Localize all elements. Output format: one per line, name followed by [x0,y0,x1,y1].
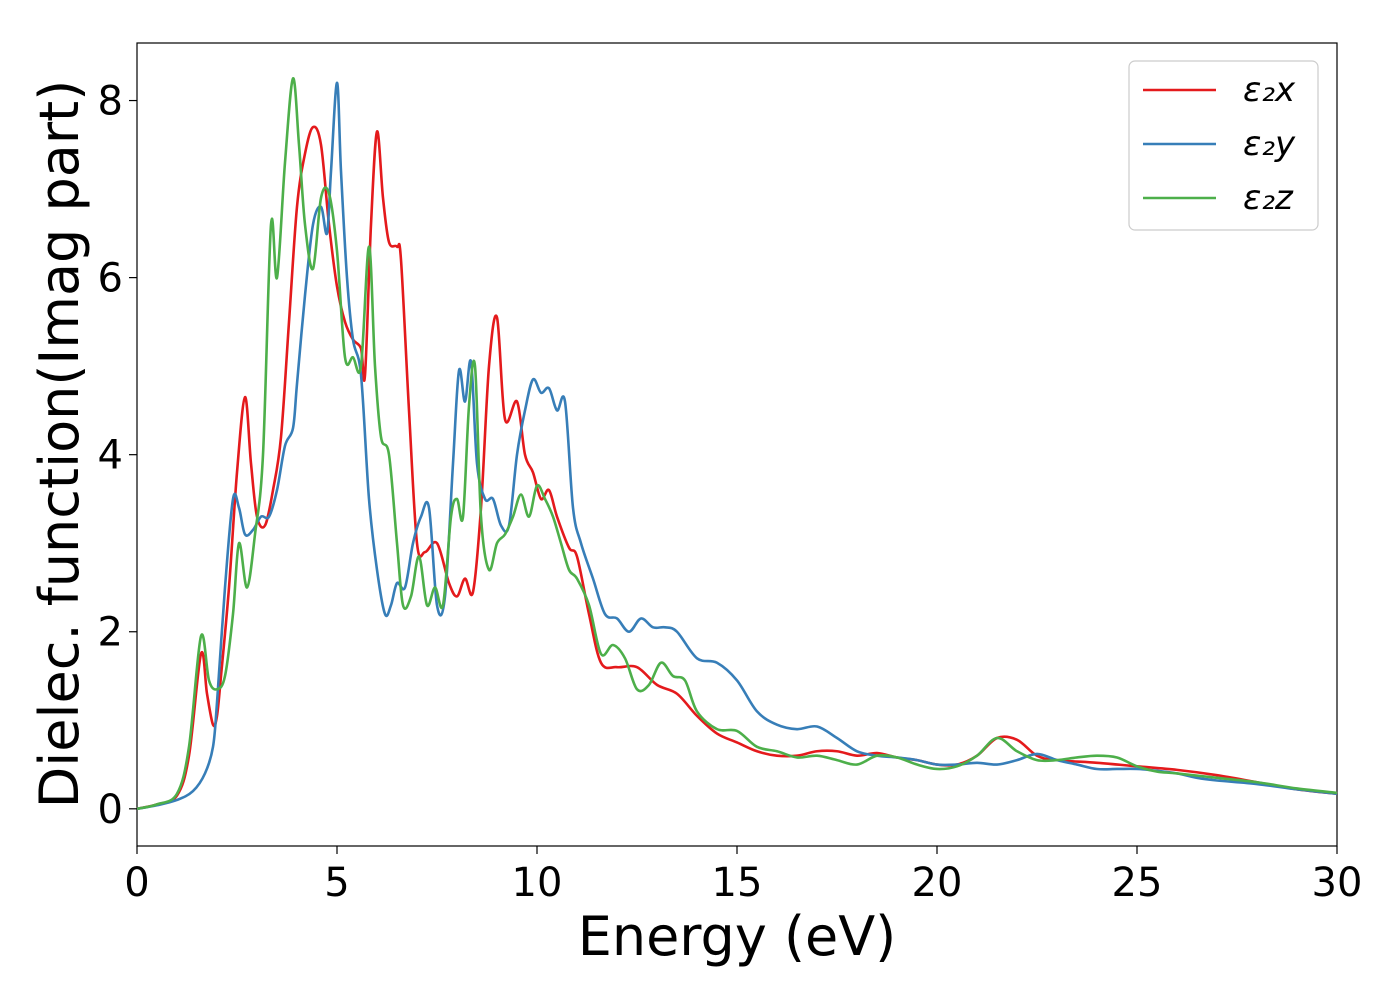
x-tick-label: 25 [1112,860,1163,906]
legend-label-1: ε₂x [1243,70,1296,110]
legend-label-3: ε₂z [1243,178,1294,218]
y-tick-label: 8 [98,79,123,125]
x-tick-label: 15 [712,860,763,906]
y-tick-label: 2 [98,610,123,656]
y-tick-label: 0 [98,787,123,833]
series-line-3 [136,77,1338,811]
series-line-2 [136,81,1338,811]
x-ticks: 0 5 10 15 20 25 30 [124,846,1362,906]
series-layer [136,77,1338,811]
x-tick-label: 5 [324,860,349,906]
y-axis-label: Dielec. function(Imag part) [28,80,91,809]
y-tick-label: 6 [98,256,123,302]
x-tick-label: 20 [912,860,963,906]
x-tick-label: 0 [124,860,149,906]
x-axis-label: Energy (eV) [578,905,897,968]
legend: ε₂x ε₂y ε₂z [1128,60,1319,231]
legend-box [1128,60,1319,231]
legend-label-2: ε₂y [1243,124,1296,164]
y-ticks: 0 2 4 6 8 [98,79,137,833]
x-tick-label: 30 [1312,860,1363,906]
y-tick-label: 4 [98,433,123,479]
x-tick-label: 10 [512,860,563,906]
